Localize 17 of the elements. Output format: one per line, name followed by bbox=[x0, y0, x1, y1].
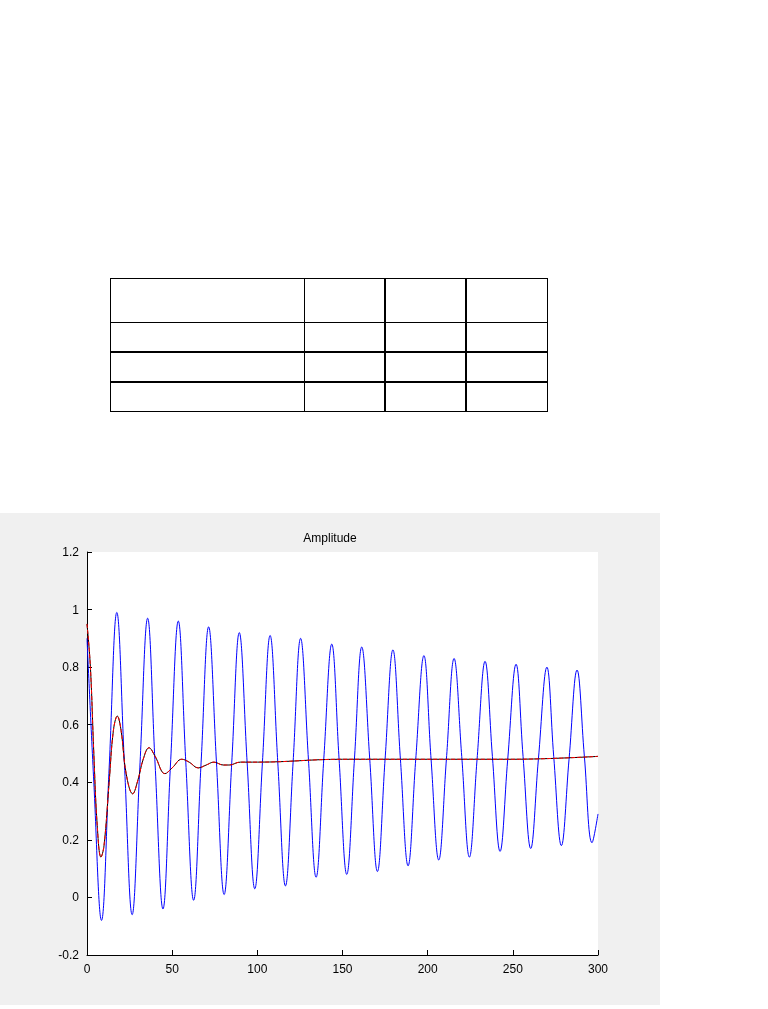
y-tick-label: -0.2 bbox=[58, 948, 80, 962]
x-tick-label: 250 bbox=[502, 962, 524, 976]
line-series bbox=[86, 611, 599, 921]
y-tick-label: 0.6 bbox=[62, 717, 80, 732]
x-tick-label: 300 bbox=[587, 962, 609, 976]
y-tick-label: 1.2 bbox=[62, 545, 80, 559]
x-tick-label: 50 bbox=[165, 962, 180, 976]
x-tick-label: 0 bbox=[83, 962, 91, 976]
y-tick-label: 0.2 bbox=[62, 832, 80, 847]
y-tick-label: 0.8 bbox=[62, 660, 80, 675]
y-tick-label: 1 bbox=[72, 602, 80, 617]
x-tick-label: 100 bbox=[247, 962, 268, 976]
x-tick-label: 200 bbox=[417, 962, 438, 976]
y-tick-label: 0 bbox=[72, 890, 80, 905]
x-tick-label: 150 bbox=[332, 962, 353, 976]
y-tick-label: 0.4 bbox=[62, 775, 80, 790]
chart-title: Amplitude bbox=[303, 531, 357, 545]
